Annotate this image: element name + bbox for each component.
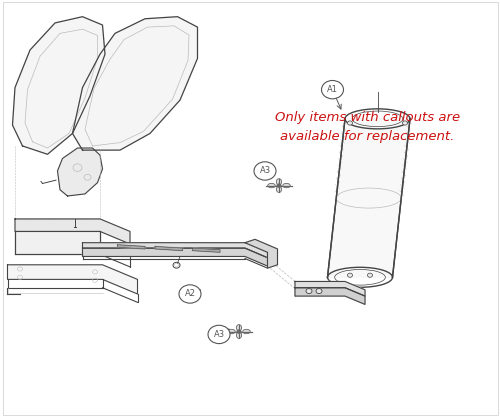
Text: A3: A3: [214, 330, 224, 339]
Ellipse shape: [236, 332, 242, 339]
Polygon shape: [245, 239, 278, 268]
Polygon shape: [15, 219, 130, 244]
Polygon shape: [328, 119, 410, 277]
Polygon shape: [72, 17, 198, 150]
Ellipse shape: [276, 186, 281, 193]
Ellipse shape: [243, 329, 250, 334]
Polygon shape: [295, 288, 365, 304]
Circle shape: [179, 285, 201, 303]
Polygon shape: [118, 245, 145, 249]
Ellipse shape: [236, 324, 242, 331]
Polygon shape: [82, 248, 268, 266]
Polygon shape: [8, 265, 138, 294]
Circle shape: [402, 121, 407, 125]
Circle shape: [306, 289, 312, 294]
Circle shape: [316, 289, 322, 294]
Text: A2: A2: [184, 289, 196, 299]
Text: A3: A3: [260, 166, 270, 176]
Polygon shape: [58, 148, 102, 196]
Circle shape: [277, 183, 281, 187]
Text: A1: A1: [327, 85, 338, 94]
Ellipse shape: [276, 178, 281, 185]
Polygon shape: [15, 231, 100, 254]
Ellipse shape: [228, 329, 235, 334]
Polygon shape: [12, 17, 105, 154]
Circle shape: [348, 273, 352, 277]
Circle shape: [322, 80, 344, 99]
Polygon shape: [295, 281, 365, 296]
Circle shape: [237, 329, 241, 334]
Circle shape: [348, 121, 352, 125]
Ellipse shape: [268, 183, 275, 188]
Text: Only items with callouts are
available for replacement.: Only items with callouts are available f…: [275, 111, 460, 143]
Circle shape: [208, 325, 230, 344]
Circle shape: [254, 162, 276, 180]
Polygon shape: [82, 243, 268, 258]
Circle shape: [368, 273, 372, 277]
Polygon shape: [192, 248, 220, 252]
Polygon shape: [155, 246, 182, 251]
Ellipse shape: [283, 183, 290, 188]
